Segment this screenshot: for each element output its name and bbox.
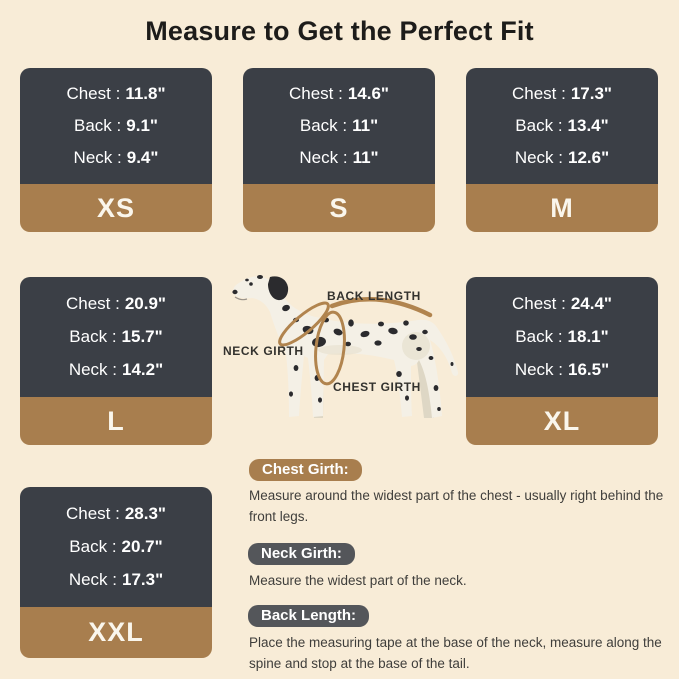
back-length-tape: [329, 297, 433, 318]
back-label: Back :: [69, 536, 117, 556]
back-length-badge: Back Length:: [248, 605, 370, 627]
neck-value: 14.2": [122, 360, 164, 380]
neck-label: Neck :: [68, 570, 118, 590]
size-badge-xl: XL: [466, 397, 658, 445]
back-value: 13.4": [567, 116, 609, 135]
chest-value: 14.6": [347, 84, 389, 103]
page-title: Measure to Get the Perfect Fit: [145, 16, 534, 46]
size-card-l-measurements: Chest : 20.9" Back : 15.7" Neck : 14.2": [20, 277, 212, 397]
size-card-xl-measurements: Chest : 24.4" Back : 18.1" Neck : 16.5": [466, 277, 658, 397]
back-measurement: Back : 15.7": [20, 327, 212, 347]
neck-label: Neck :: [68, 360, 118, 380]
dog-diagram-illustration: [232, 275, 459, 418]
back-length-diagram-label: BACK LENGTH: [327, 289, 421, 303]
chest-measurement: Chest : 11.8": [20, 84, 212, 104]
neck-value: 9.4": [126, 148, 159, 167]
chest-girth-diagram-label: CHEST GIRTH: [333, 380, 421, 394]
neck-label: Neck :: [514, 360, 564, 380]
neck-value: 17.3": [122, 570, 164, 590]
back-value: 20.7": [121, 536, 163, 556]
size-badge-xs: XS: [20, 184, 212, 232]
chest-value: 20.9": [124, 293, 166, 313]
chest-measurement: Chest : 14.6": [243, 84, 435, 104]
size-card-s: Chest : 14.6" Back : 11" Neck : 11" S: [243, 68, 435, 232]
chest-measurement: Chest : 17.3": [466, 84, 658, 104]
chest-label: Chest :: [288, 84, 343, 103]
dog-eye: [249, 282, 253, 286]
back-label: Back :: [299, 116, 348, 135]
back-label: Back :: [74, 116, 122, 135]
back-value: 15.7": [121, 326, 163, 346]
size-card-l: Chest : 20.9" Back : 15.7" Neck : 14.2" …: [20, 277, 212, 445]
back-measurement: Back : 18.1": [466, 327, 658, 347]
chest-girth-description: Measure around the widest part of the ch…: [249, 488, 664, 524]
size-badge-s: S: [243, 184, 435, 232]
chest-label: Chest :: [511, 293, 566, 313]
back-measurement: Back : 13.4": [466, 116, 658, 136]
back-value: 18.1": [567, 326, 609, 346]
back-value: 11": [352, 116, 379, 135]
chest-measurement: Chest : 20.9": [20, 294, 212, 314]
dalmatian-spots: [245, 275, 454, 411]
chest-label: Chest :: [511, 84, 566, 103]
dog-nose: [232, 289, 238, 295]
chest-girth-badge: Chest Girth:: [249, 459, 362, 481]
neck-value: 16.5": [568, 360, 610, 380]
size-card-xs: Chest : 11.8" Back : 9.1" Neck : 9.4" XS: [20, 68, 212, 232]
neck-value: 11": [352, 148, 379, 167]
chest-girth-tape: [314, 310, 346, 386]
chest-measurement: Chest : 28.3": [20, 504, 212, 524]
neck-measurement: Neck : 12.6": [466, 148, 658, 168]
neck-measurement: Neck : 11": [243, 148, 435, 168]
size-card-xxl: Chest : 28.3" Back : 20.7" Neck : 17.3" …: [20, 487, 212, 658]
chest-value: 24.4": [570, 293, 612, 313]
chest-value: 28.3": [124, 503, 166, 523]
back-label: Back :: [515, 116, 563, 135]
back-measurement: Back : 9.1": [20, 116, 212, 136]
size-badge-m: M: [466, 184, 658, 232]
size-card-xl: Chest : 24.4" Back : 18.1" Neck : 16.5" …: [466, 277, 658, 445]
size-card-m-measurements: Chest : 17.3" Back : 13.4" Neck : 12.6": [466, 68, 658, 184]
size-card-xs-measurements: Chest : 11.8" Back : 9.1" Neck : 9.4": [20, 68, 212, 184]
back-measurement: Back : 20.7": [20, 537, 212, 557]
neck-label: Neck :: [73, 148, 122, 167]
back-measurement: Back : 11": [243, 116, 435, 136]
neck-girth-tape: [278, 301, 330, 347]
neck-value: 12.6": [568, 148, 610, 167]
size-badge-xxl: XXL: [20, 607, 212, 658]
chest-label: Chest :: [65, 293, 120, 313]
back-label: Back :: [69, 326, 117, 346]
back-label: Back :: [515, 326, 563, 346]
neck-girth-diagram-label: NECK GIRTH: [223, 344, 304, 358]
size-card-xxl-measurements: Chest : 28.3" Back : 20.7" Neck : 17.3": [20, 487, 212, 607]
neck-label: Neck :: [514, 148, 564, 167]
size-card-s-measurements: Chest : 14.6" Back : 11" Neck : 11": [243, 68, 435, 184]
size-badge-l: L: [20, 397, 212, 445]
neck-measurement: Neck : 9.4": [20, 148, 212, 168]
back-length-description: Place the measuring tape at the base of …: [249, 635, 662, 671]
back-value: 9.1": [126, 116, 158, 135]
chest-measurement: Chest : 24.4": [466, 294, 658, 314]
chest-value: 11.8": [125, 84, 166, 103]
neck-measurement: Neck : 17.3": [20, 570, 212, 590]
chest-label: Chest :: [65, 503, 120, 523]
neck-measurement: Neck : 14.2": [20, 360, 212, 380]
chest-label: Chest :: [66, 84, 121, 103]
neck-girth-badge: Neck Girth:: [248, 543, 355, 565]
chest-value: 17.3": [570, 84, 612, 103]
neck-girth-description: Measure the widest part of the neck.: [249, 573, 467, 588]
neck-label: Neck :: [299, 148, 348, 167]
neck-measurement: Neck : 16.5": [466, 360, 658, 380]
size-card-m: Chest : 17.3" Back : 13.4" Neck : 12.6" …: [466, 68, 658, 232]
